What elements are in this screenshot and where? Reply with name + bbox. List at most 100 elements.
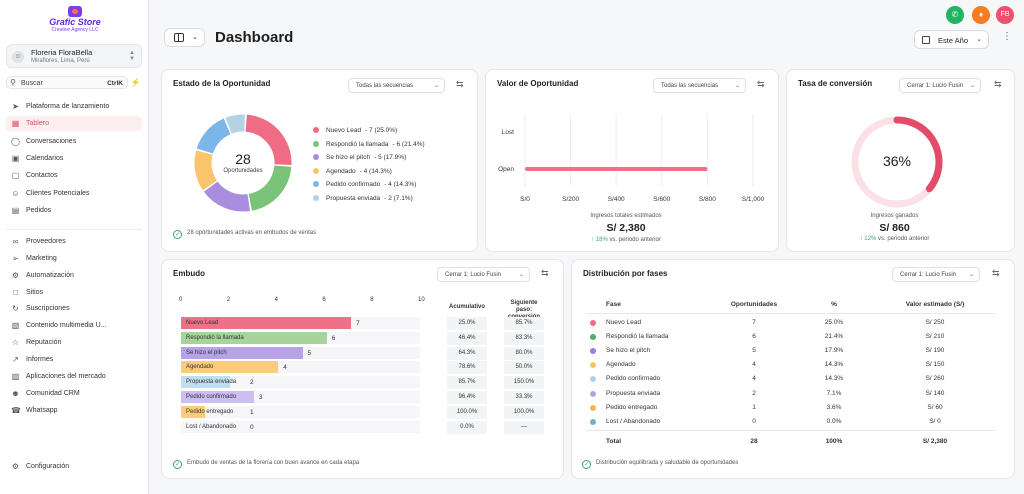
donut-slice[interactable]: [225, 114, 245, 134]
donut-slice[interactable]: [203, 181, 250, 212]
legend-name: Se hizo el pitch: [326, 154, 371, 162]
sidebar-item-grid[interactable]: ▦ Tablero: [6, 116, 142, 132]
search-input[interactable]: ⚲ Buscar CtrlK: [6, 76, 128, 89]
avatar[interactable]: FB: [996, 6, 1014, 24]
closer-select[interactable]: Cerrar 1: Lucio Fusin ⌄: [892, 267, 980, 282]
users-icon: ☺: [11, 188, 20, 198]
legend-value: - 2 (7.1%): [384, 195, 413, 202]
phone-button[interactable]: ✆: [946, 6, 964, 24]
sidebar-item-settings[interactable]: ⚙ Configuración: [6, 459, 142, 474]
value-trend: ↑ 18% vs. periodo anterior: [486, 237, 766, 243]
brand-logo[interactable]: Grafic Store Creative Agency LLC: [47, 6, 103, 40]
donut-slice[interactable]: [196, 118, 231, 155]
funnel-bar-label: Se hizo el pitch: [186, 349, 227, 356]
funnel-bar[interactable]: [181, 376, 230, 389]
sidebar-item-reputation[interactable]: ☆ Reputación: [6, 335, 142, 350]
sidebar-item-subscriptions[interactable]: ↻ Suscripciones: [6, 301, 142, 316]
legend-name: Pedido confirmado: [326, 181, 381, 189]
funnel-bar-label: Propuesta enviada: [186, 379, 237, 386]
more-options-button[interactable]: ⋮: [1002, 31, 1012, 42]
account-switcher[interactable]: ☺ Floreria FloraBella Miraflores, Lima, …: [6, 44, 142, 68]
phase-name: Agendado: [606, 361, 636, 369]
send-icon: ➢: [12, 253, 19, 263]
sidebar-item-media[interactable]: ▧ Contenido multimedia U...: [6, 318, 142, 333]
sidebar-item-apps[interactable]: ▨ Aplicaciones del mercado: [6, 369, 142, 384]
trend-percent: 12%: [864, 236, 877, 242]
swap-icon[interactable]: ⇆: [456, 79, 464, 89]
table-header-cell: %: [831, 301, 837, 308]
donut-slice[interactable]: [245, 114, 292, 165]
closer-select[interactable]: Cerrar 1: Lucio Fusin ⌄: [437, 267, 530, 282]
next-step-cell: 80.0%: [504, 346, 544, 360]
sequence-select[interactable]: Todas las secuencias ⌄: [348, 78, 445, 93]
sidebar-item-reports[interactable]: ↗ Informes: [6, 352, 142, 367]
funnel-bar-value: 5: [307, 349, 312, 357]
cumulative-cell: 0.0%: [447, 420, 487, 434]
sidebar-item-chat[interactable]: ◯ Conversaciones: [6, 134, 142, 149]
funnel-bar[interactable]: [181, 331, 327, 344]
phase-dot: [590, 334, 596, 341]
sidebar-item-contacts[interactable]: ▢ Contactos: [6, 168, 142, 183]
donut-slice[interactable]: [194, 150, 218, 191]
donut-center-label: Oportunidades: [223, 168, 263, 174]
funnel-bar[interactable]: [181, 317, 352, 329]
phase-name: Propuesta enviada: [606, 389, 661, 397]
funnel-bar[interactable]: [181, 346, 303, 359]
phase-percent: 7.1%: [826, 389, 842, 397]
sidebar-item-users[interactable]: ☺ Clientes Potenciales: [6, 186, 142, 201]
funnel-bar-label: Lost / Abandonado: [186, 423, 237, 430]
sidebar-item-sites[interactable]: □ Sitios: [6, 285, 142, 300]
sidebar-item-community[interactable]: ☻ Comunidad CRM: [6, 386, 142, 401]
notifications-button[interactable]: ♦: [972, 6, 990, 24]
donut-slice[interactable]: [248, 165, 292, 211]
sidebar-item-link[interactable]: ∞ Proveedores: [6, 234, 142, 249]
donut-center-value: 28: [235, 151, 251, 167]
funnel-note: ✓ Embudo de ventas de la florería con bue…: [173, 460, 359, 469]
funnel-bar[interactable]: [181, 405, 206, 418]
closer-select[interactable]: Cerrar 1: Lucio Fusin ⌄: [899, 78, 981, 93]
funnel-bar[interactable]: [181, 391, 254, 403]
x-tick-label: S/400: [608, 196, 625, 203]
swap-icon[interactable]: ⇆: [757, 79, 765, 89]
sequence-select[interactable]: Todas las secuencias ⌄: [653, 78, 746, 93]
arrow-up-icon: ↑: [859, 236, 863, 242]
swap-icon[interactable]: ⇆: [541, 268, 549, 278]
sidebar-layout-icon: [174, 33, 184, 42]
y-category-label: Open: [498, 166, 514, 173]
sidebar-item-orders[interactable]: ▤ Pedidos: [6, 203, 142, 218]
won-revenue-value: S/ 860: [879, 222, 910, 234]
trend-text: vs. periodo anterior: [877, 236, 930, 242]
date-filter-button[interactable]: Este Año ⌄: [914, 30, 989, 49]
chevron-down-icon: ⌄: [518, 272, 524, 278]
swap-icon[interactable]: ⇆: [992, 268, 1000, 278]
next-step-cell: 50.0%: [504, 361, 544, 375]
phase-dot: [590, 320, 596, 326]
sidebar-item-send[interactable]: ➢ Marketing: [6, 251, 142, 266]
swap-icon[interactable]: ⇆: [994, 79, 1002, 89]
next-step-cell: 33.3%: [504, 391, 544, 404]
sidebar-item-automation[interactable]: ⚙ Automatización: [6, 268, 142, 283]
phase-name: Pedido confirmado: [606, 375, 661, 383]
opportunity-value-bar-chart: S/0 S/200 S/400 S/600 S/800 S/1,000 Lost Open: [498, 114, 765, 203]
opportunity-state-card: Estado de la Oportunidad Todas las secue…: [161, 69, 478, 252]
sidebar-item-whatsapp[interactable]: ☎ Whatsapp: [6, 403, 142, 418]
funnel-bar[interactable]: [181, 361, 279, 374]
sidebar-item-calendar[interactable]: ▣ Calendarios: [6, 151, 142, 166]
check-circle-icon: ✓: [173, 460, 182, 469]
user-icon: ☺: [12, 51, 24, 63]
layout-switcher-button[interactable]: ⌄: [164, 28, 205, 47]
sidebar-item-label: Automatización: [26, 271, 74, 279]
funnel-bar-value: 0: [250, 423, 254, 431]
phase-name: Lost / Abandonado: [606, 417, 661, 425]
bolt-icon[interactable]: ⚡: [130, 78, 141, 87]
sidebar-item-label: Comunidad CRM: [26, 389, 80, 397]
conversion-value: 36%: [882, 153, 912, 169]
phase-dot: [590, 404, 596, 411]
sidebar-item-label: Proveedores: [26, 238, 66, 245]
reputation-icon: ☆: [11, 338, 20, 348]
x-tick-label: S/200: [562, 196, 579, 203]
phase-opportunities: 4: [752, 375, 756, 383]
sidebar-item-rocket[interactable]: ➤ Plataforma de lanzamiento: [6, 99, 142, 114]
value-bar[interactable]: [525, 167, 708, 171]
cumulative-cell: 25.0%: [447, 317, 487, 330]
